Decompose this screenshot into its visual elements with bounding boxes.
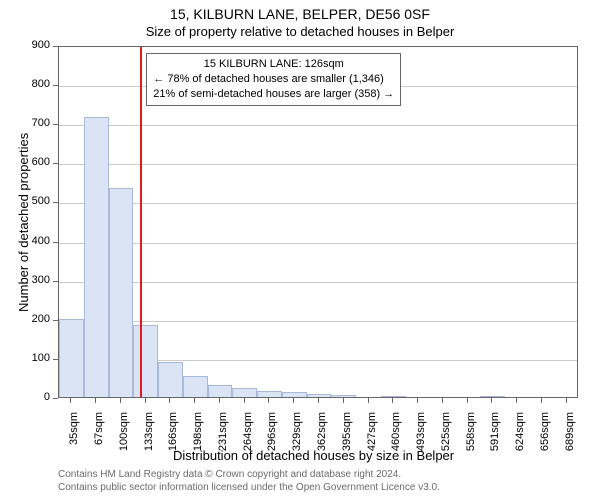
histogram-bar xyxy=(84,117,109,397)
footer-line-1: Contains HM Land Registry data © Crown c… xyxy=(58,468,440,481)
x-tick xyxy=(145,398,146,403)
x-tick xyxy=(442,398,443,403)
y-tick xyxy=(53,281,58,282)
y-tick xyxy=(53,202,58,203)
y-tick xyxy=(53,85,58,86)
histogram-bar xyxy=(59,319,84,397)
y-tick-label: 700 xyxy=(32,117,50,129)
y-tick xyxy=(53,163,58,164)
x-tick-label: 100sqm xyxy=(118,412,130,462)
y-tick-label: 500 xyxy=(32,195,50,207)
grid-line xyxy=(59,321,577,322)
y-tick-label: 100 xyxy=(32,352,50,364)
histogram-bar xyxy=(109,188,134,397)
x-tick xyxy=(541,398,542,403)
x-tick xyxy=(95,398,96,403)
histogram-bar xyxy=(158,362,183,397)
histogram-bar xyxy=(133,325,158,397)
x-tick-label: 558sqm xyxy=(465,412,477,462)
x-tick xyxy=(318,398,319,403)
x-tick xyxy=(194,398,195,403)
y-tick-label: 900 xyxy=(32,39,50,51)
x-tick xyxy=(516,398,517,403)
y-tick xyxy=(53,46,58,47)
histogram-bar xyxy=(282,392,307,397)
grid-line xyxy=(59,164,577,165)
histogram-bar xyxy=(307,394,332,397)
y-axis-title: Number of detached properties xyxy=(16,133,31,312)
footer-line-2: Contains public sector information licen… xyxy=(58,481,440,494)
y-tick-label: 800 xyxy=(32,78,50,90)
y-tick xyxy=(53,320,58,321)
footer-attribution: Contains HM Land Registry data © Crown c… xyxy=(58,468,440,494)
y-tick-label: 0 xyxy=(44,391,50,403)
x-tick xyxy=(169,398,170,403)
x-tick xyxy=(120,398,121,403)
y-tick xyxy=(53,359,58,360)
x-tick xyxy=(219,398,220,403)
x-tick xyxy=(467,398,468,403)
x-tick-label: 591sqm xyxy=(489,412,501,462)
marker-line xyxy=(140,47,142,397)
x-tick xyxy=(293,398,294,403)
histogram-bar xyxy=(480,396,505,397)
x-tick xyxy=(244,398,245,403)
annotation-line-1: 15 KILBURN LANE: 126sqm xyxy=(153,57,394,72)
y-tick-label: 200 xyxy=(32,313,50,325)
grid-line xyxy=(59,125,577,126)
histogram-bar xyxy=(257,391,282,397)
x-tick-label: 67sqm xyxy=(93,412,105,462)
histogram-bar xyxy=(183,376,208,398)
x-tick-label: 133sqm xyxy=(143,412,155,462)
y-tick xyxy=(53,124,58,125)
grid-line xyxy=(59,243,577,244)
x-tick xyxy=(566,398,567,403)
annotation-line-2: ← 78% of detached houses are smaller (1,… xyxy=(153,72,394,87)
x-axis-title: Distribution of detached houses by size … xyxy=(173,448,454,463)
x-tick xyxy=(392,398,393,403)
histogram-bar xyxy=(208,385,233,397)
x-tick-label: 624sqm xyxy=(514,412,526,462)
y-tick xyxy=(53,242,58,243)
x-tick xyxy=(70,398,71,403)
chart-container: 15 KILBURN LANE: 126sqm← 78% of detached… xyxy=(0,0,600,500)
grid-line xyxy=(59,203,577,204)
x-tick xyxy=(268,398,269,403)
histogram-bar xyxy=(232,388,257,397)
grid-line xyxy=(59,282,577,283)
x-tick xyxy=(417,398,418,403)
y-tick-label: 300 xyxy=(32,274,50,286)
annotation-box: 15 KILBURN LANE: 126sqm← 78% of detached… xyxy=(146,53,401,106)
y-tick xyxy=(53,398,58,399)
x-tick-label: 689sqm xyxy=(564,412,576,462)
x-tick-label: 35sqm xyxy=(68,412,80,462)
histogram-bar xyxy=(331,395,356,397)
x-tick-label: 656sqm xyxy=(539,412,551,462)
plot-area: 15 KILBURN LANE: 126sqm← 78% of detached… xyxy=(58,46,578,398)
x-tick xyxy=(491,398,492,403)
histogram-bar xyxy=(381,396,406,397)
y-tick-label: 600 xyxy=(32,156,50,168)
annotation-line-3: 21% of semi-detached houses are larger (… xyxy=(153,87,394,102)
x-tick xyxy=(368,398,369,403)
y-tick-label: 400 xyxy=(32,235,50,247)
x-tick xyxy=(343,398,344,403)
